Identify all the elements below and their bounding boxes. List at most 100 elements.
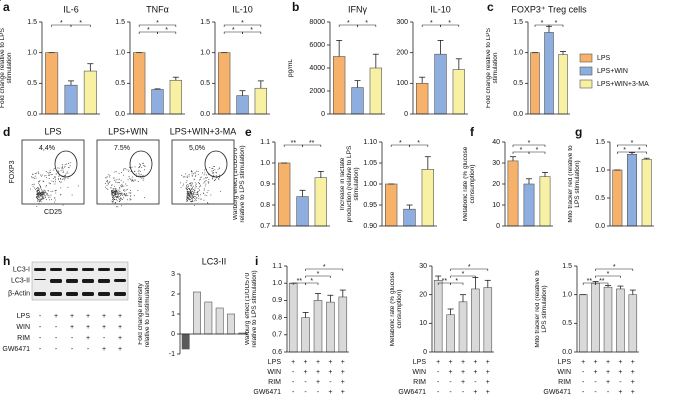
treatment-sign: - <box>71 335 74 342</box>
flow-dot <box>138 174 140 176</box>
bar <box>254 87 267 115</box>
flow-dot <box>206 168 207 170</box>
flow-dot <box>32 173 33 175</box>
flow-dot <box>111 191 113 193</box>
flow-dot <box>197 171 199 172</box>
flow-dot <box>116 197 118 198</box>
y-tick-label: 1.0 <box>115 50 125 57</box>
treatment-sign: + <box>316 379 320 386</box>
flow-dot <box>120 194 121 196</box>
flow-dot <box>61 164 63 166</box>
flow-dot <box>64 166 66 167</box>
flow-dot <box>183 176 185 178</box>
flow-dot <box>36 206 38 207</box>
treatment-sign: + <box>594 359 598 366</box>
bar <box>332 56 346 115</box>
flow-dot <box>130 178 131 180</box>
treatment-sign: + <box>86 313 90 320</box>
flow-dot <box>64 163 66 165</box>
flow-dot <box>37 190 39 192</box>
flow-dot <box>121 205 122 207</box>
treatment-name: LPS <box>268 359 282 366</box>
flow-dot <box>37 189 38 191</box>
flow-dot <box>189 191 190 193</box>
y-tick-label: 0.5 <box>562 320 572 327</box>
flow-dot <box>42 193 44 195</box>
flow-dot <box>124 168 126 170</box>
treatment-sign: - <box>594 389 597 396</box>
chart-title: TNFα <box>146 4 169 14</box>
y-axis-label: Fold change relative to LPS stimulation <box>0 28 13 108</box>
significance-bracket <box>138 24 177 27</box>
flow-dot <box>203 189 205 191</box>
flow-dot <box>215 175 217 176</box>
flow-dot <box>199 177 201 179</box>
flow-percent: 5,0% <box>189 145 205 152</box>
flow-dot <box>43 191 45 193</box>
flow-dot <box>117 196 119 198</box>
flow-dot <box>188 191 189 193</box>
flow-dot <box>46 176 47 178</box>
flow-dot <box>189 194 191 196</box>
bar <box>403 208 416 227</box>
flow-dot <box>189 194 191 195</box>
significance-label: * <box>455 278 458 285</box>
treatment-sign: + <box>606 359 610 366</box>
flow-dot <box>49 196 51 198</box>
flow-title: LPS+WIN <box>108 126 148 136</box>
bar <box>458 301 468 353</box>
flow-dot <box>198 189 200 191</box>
y-tick-label: 0.90 <box>363 223 377 230</box>
flow-dot <box>58 167 60 169</box>
flow-dot <box>220 191 221 193</box>
significance-label: * <box>60 20 63 27</box>
flow-dot <box>54 177 56 179</box>
flow-dot <box>108 182 110 183</box>
flow-dot <box>61 178 63 180</box>
flow-dot <box>186 186 188 188</box>
significance-bracket <box>223 24 262 27</box>
flow-dot <box>118 192 120 194</box>
flow-dot <box>64 166 66 168</box>
treatment-sign: - <box>437 379 440 386</box>
flow-dot <box>112 190 114 192</box>
flow-dot <box>115 193 117 195</box>
flow-dot <box>34 175 36 177</box>
flow-dot <box>188 188 189 189</box>
flow-dot <box>43 189 45 191</box>
flow-dot <box>142 162 143 164</box>
flow-dot <box>212 173 214 174</box>
y-tick-label: 0.8 <box>260 202 270 209</box>
flow-dot <box>186 180 188 182</box>
flow-dot <box>60 194 62 195</box>
flow-dot <box>117 189 119 191</box>
flow-dot <box>189 191 191 193</box>
blot-band <box>82 268 94 271</box>
bar <box>338 296 348 353</box>
panel-label: d <box>3 125 10 139</box>
flow-dot <box>43 193 45 194</box>
flow-dot <box>119 185 121 187</box>
flow-dot <box>186 186 187 188</box>
treatment-name: RIM <box>17 335 30 342</box>
flow-dot <box>37 196 39 197</box>
flow-dot <box>191 170 193 172</box>
flow-dot <box>186 198 188 200</box>
flow-dot <box>190 185 191 187</box>
flow-dot <box>197 173 199 175</box>
flow-dot <box>190 196 192 198</box>
flow-dot <box>213 175 215 177</box>
treatment-sign: + <box>328 359 332 366</box>
flow-dot <box>200 198 202 200</box>
y-tick-label: 1.5 <box>200 19 210 26</box>
flow-dot <box>41 194 43 196</box>
flow-dot <box>125 195 127 196</box>
flow-dot <box>0 0 1 1</box>
flow-dot <box>134 171 135 172</box>
flow-dot <box>43 197 45 199</box>
flow-dot <box>217 168 219 170</box>
treatment-name: WIN <box>16 324 30 331</box>
blot-band <box>114 268 126 271</box>
flow-dot <box>41 191 43 193</box>
flow-dot <box>196 183 197 185</box>
